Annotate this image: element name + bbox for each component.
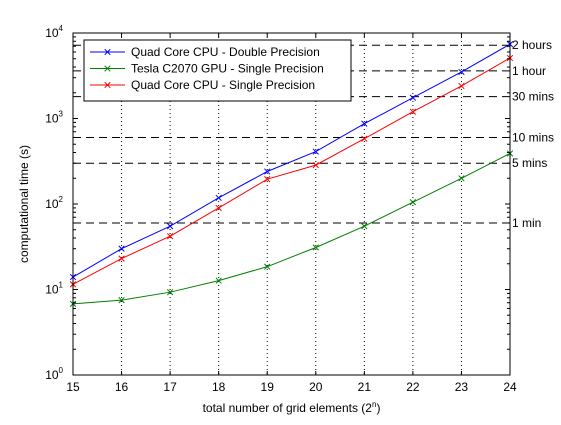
reference-line-label: 2 hours bbox=[512, 38, 552, 52]
x-axis-label-text: total number of grid elements (2 bbox=[203, 401, 373, 415]
reference-line-label: 1 min bbox=[512, 216, 541, 230]
reference-line-label: 30 mins bbox=[512, 90, 554, 104]
y-tick-label-base: 10 bbox=[45, 197, 59, 211]
y-tick-label-exponent: 0 bbox=[59, 366, 64, 375]
x-tick-label: 17 bbox=[163, 380, 177, 394]
x-tick-label: 22 bbox=[406, 380, 420, 394]
y-tick-label-base: 10 bbox=[45, 368, 59, 382]
y-tick-label-exponent: 2 bbox=[59, 195, 64, 204]
legend-entry-label: Quad Core CPU - Double Precision bbox=[131, 45, 320, 59]
x-axis-label-close: ) bbox=[376, 401, 380, 415]
legend: Quad Core CPU - Double Precision Tesla C2… bbox=[84, 40, 351, 101]
y-tick-label-exponent: 3 bbox=[59, 110, 64, 119]
legend-entry-label: Quad Core CPU - Single Precision bbox=[131, 78, 315, 92]
x-tick-label: 20 bbox=[309, 380, 323, 394]
y-tick-label-exponent: 1 bbox=[59, 281, 64, 290]
x-tick-label: 21 bbox=[358, 380, 372, 394]
y-tick-label-base: 10 bbox=[45, 26, 59, 40]
y-tick-label-exponent: 4 bbox=[59, 24, 64, 33]
x-tick-label: 16 bbox=[115, 380, 129, 394]
y-tick-label-base: 10 bbox=[45, 283, 59, 297]
y-tick-label-base: 10 bbox=[45, 112, 59, 126]
x-tick-label: 18 bbox=[212, 380, 226, 394]
x-tick-label: 23 bbox=[455, 380, 469, 394]
x-tick-label: 15 bbox=[66, 380, 80, 394]
legend-entry-label: Tesla C2070 GPU - Single Precision bbox=[131, 62, 324, 76]
reference-line-label: 5 mins bbox=[512, 156, 547, 170]
x-tick-label: 24 bbox=[503, 380, 517, 394]
y-axis-label: computational time (s) bbox=[17, 145, 31, 263]
reference-line-label: 1 hour bbox=[512, 64, 546, 78]
x-tick-label: 19 bbox=[261, 380, 275, 394]
reference-line-label: 10 mins bbox=[512, 130, 554, 144]
x-axis-label: total number of grid elements (2n) bbox=[203, 400, 381, 415]
